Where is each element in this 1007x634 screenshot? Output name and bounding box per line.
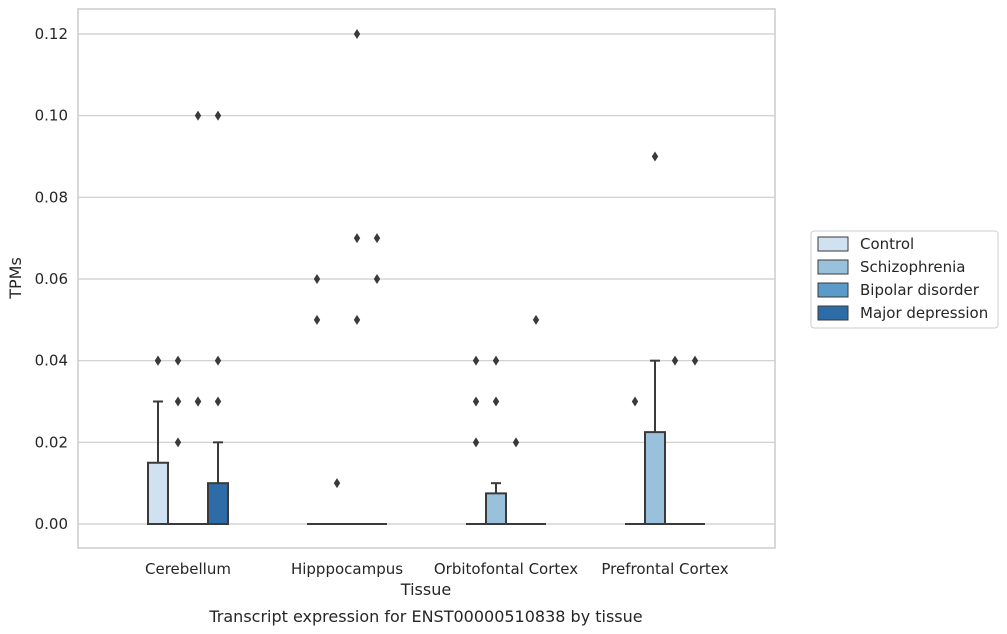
legend-label: Schizophrenia: [860, 258, 965, 276]
box-body: [485, 492, 507, 525]
outlier-point: [512, 437, 520, 448]
box-major-depression: [685, 355, 705, 525]
y-tick-label: 0.04: [35, 352, 68, 370]
legend-swatch: [817, 282, 849, 298]
x-axis-label: Tissue: [400, 580, 451, 599]
outlier-point: [472, 355, 480, 366]
box-major-depression: [526, 314, 546, 525]
x-tick-label: Prefrontal Cortex: [601, 560, 728, 578]
box-bipolar-disorder: [188, 110, 208, 525]
outlier-point: [472, 396, 480, 407]
outlier-point: [194, 396, 202, 407]
outlier-point: [631, 396, 639, 407]
legend-label: Control: [860, 235, 914, 253]
outlier-point: [492, 355, 500, 366]
outlier-point: [353, 314, 361, 325]
outlier-point: [154, 355, 162, 366]
box-schizophrenia: [327, 478, 347, 525]
box-schizophrenia: [168, 355, 188, 525]
y-tick-label: 0.12: [35, 25, 68, 43]
x-tick-label: Hipppocampus: [291, 560, 403, 578]
legend-label: Major depression: [860, 304, 988, 322]
legend: Control Schizophrenia Bipolar disorder Majo…: [810, 230, 999, 329]
outlier-point: [313, 274, 321, 284]
outlier-point: [472, 437, 480, 448]
y-tick-label: 0.08: [35, 188, 68, 206]
y-axis-ticks: 0.00 0.02 0.04 0.06 0.08 0.10 0.12: [35, 25, 68, 533]
outlier-point: [214, 110, 222, 121]
box-major-depression: [207, 110, 229, 525]
legend-swatch: [817, 259, 849, 275]
y-tick-label: 0.06: [35, 270, 68, 288]
outlier-point: [174, 396, 182, 407]
box-bipolar-disorder: [506, 437, 526, 525]
x-tick-label: Orbitofontal Cortex: [434, 560, 578, 578]
outlier-point: [194, 110, 202, 121]
plot-frame: [77, 8, 776, 549]
box-body: [207, 482, 229, 525]
box-major-depression: [367, 233, 387, 525]
outlier-point: [174, 355, 182, 366]
outlier-point: [373, 233, 381, 244]
box-plot-area: [147, 29, 705, 525]
outlier-point: [333, 478, 341, 489]
box-schizophrenia: [644, 151, 666, 525]
outlier-point: [532, 314, 540, 325]
box-control: [147, 355, 169, 525]
outlier-point: [671, 355, 679, 366]
legend-frame: [810, 230, 999, 329]
box-body: [644, 431, 666, 525]
legend-swatch: [817, 305, 849, 321]
x-tick-label: Cerebellum: [145, 560, 231, 578]
y-tick-label: 0.00: [35, 515, 68, 533]
outlier-point: [353, 233, 361, 244]
outlier-point: [174, 437, 182, 448]
box-control: [307, 274, 327, 525]
box-bipolar-disorder: [665, 355, 685, 525]
box-control: [466, 355, 486, 525]
chart-caption: Transcript expression for ENST0000051083…: [208, 607, 642, 626]
outlier-point: [214, 396, 222, 407]
box-bipolar-disorder: [347, 29, 367, 525]
box-schizophrenia: [485, 355, 507, 525]
outlier-point: [492, 396, 500, 407]
y-tick-label: 0.10: [35, 107, 68, 125]
y-axis-label: TPMs: [6, 257, 25, 300]
outlier-point: [691, 355, 699, 366]
x-axis-ticks: Cerebellum Hipppocampus Orbitofontal Corte…: [145, 560, 729, 578]
outlier-point: [353, 29, 361, 39]
outlier-point: [313, 314, 321, 325]
box-body: [147, 461, 169, 525]
outlier-point: [214, 355, 222, 366]
box-control: [625, 396, 645, 525]
legend-label: Bipolar disorder: [860, 281, 980, 299]
y-tick-label: 0.02: [35, 433, 68, 451]
grid-lines: [78, 33, 775, 525]
outlier-point: [373, 274, 381, 284]
legend-swatch: [817, 236, 849, 252]
outlier-point: [651, 151, 659, 162]
